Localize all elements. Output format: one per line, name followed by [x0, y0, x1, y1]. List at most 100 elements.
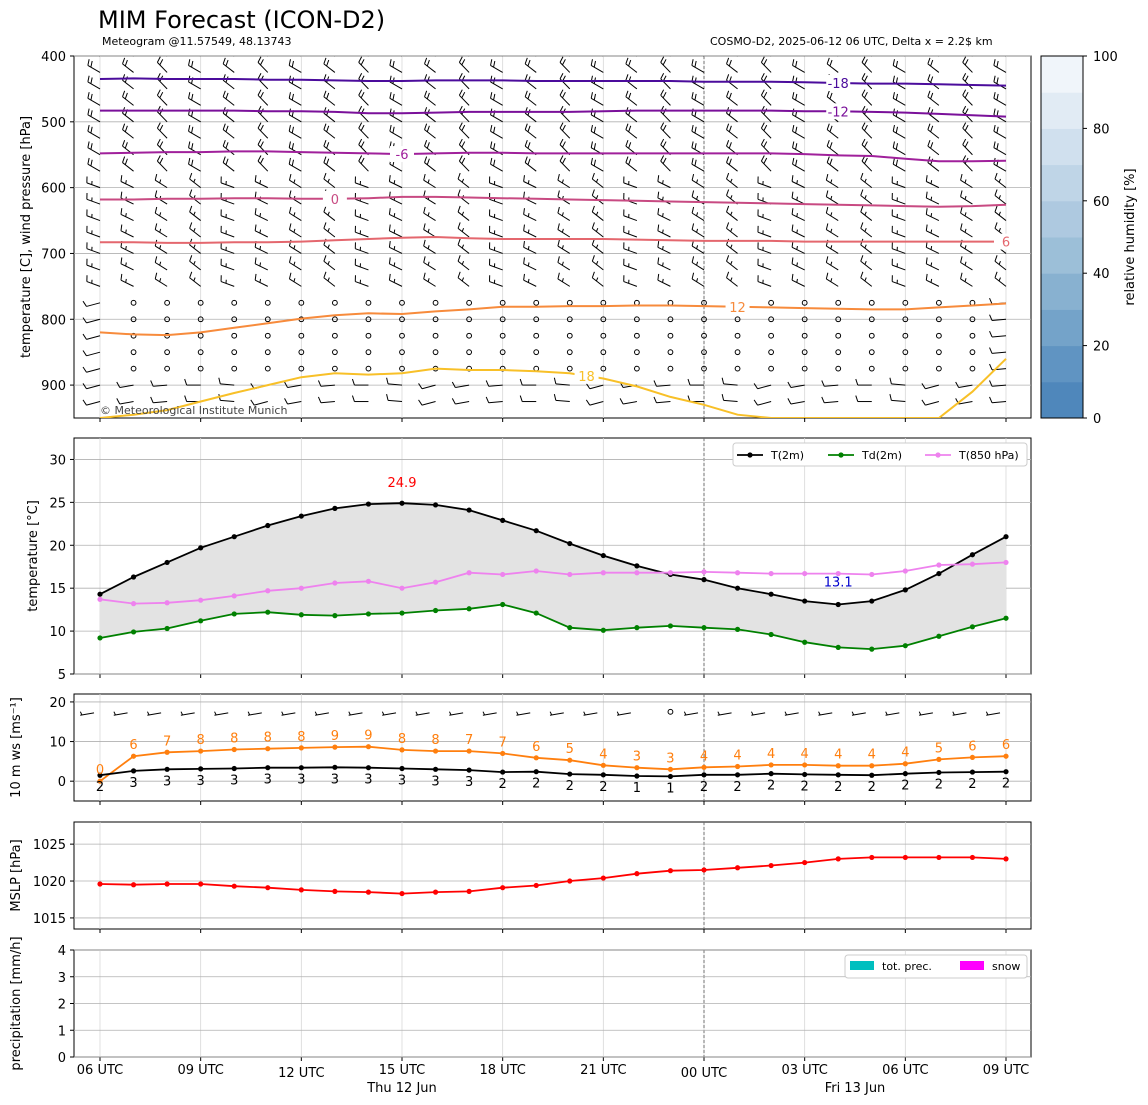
wind-barb — [657, 257, 671, 271]
barb-staff — [389, 81, 403, 90]
colorbar-swatch — [1041, 381, 1083, 419]
barb-staff — [926, 263, 940, 271]
barb-feather — [996, 60, 999, 68]
wind-barb — [351, 395, 369, 403]
data-point — [231, 534, 237, 540]
wind-barb — [122, 107, 134, 123]
wind-barb — [625, 107, 638, 123]
barb-feather — [528, 44, 530, 50]
wind-barb — [86, 242, 101, 254]
barb-staff — [625, 63, 638, 73]
barb-feather — [222, 57, 226, 65]
wind-barb — [388, 208, 403, 221]
calm-wind-circle — [499, 299, 506, 306]
barb-staff — [389, 213, 403, 221]
barb-half-feather — [730, 178, 733, 183]
barb-feather — [557, 173, 560, 181]
barb-staff — [926, 246, 940, 254]
barb-feather — [257, 56, 262, 63]
barb-half-feather — [527, 229, 530, 234]
wind-barb — [989, 314, 1007, 321]
barb-staff — [157, 62, 168, 73]
barb-feather — [829, 142, 833, 149]
colorbar-label: relative humidity [%] — [1123, 168, 1138, 305]
barb-staff — [871, 56, 872, 57]
y-tick-label: 0 — [58, 1051, 66, 1066]
wind-barb — [927, 139, 940, 156]
barb-staff — [157, 78, 168, 90]
wind-barb — [657, 208, 671, 221]
barb-feather — [361, 43, 364, 49]
wind-barb — [147, 711, 162, 716]
barb-staff — [220, 231, 235, 238]
barb-half-feather — [327, 260, 330, 265]
barb-half-feather — [616, 711, 620, 716]
x-tick-label: 21 UTC — [580, 1063, 626, 1078]
calm-wind-circle — [399, 332, 405, 339]
barb-feather — [559, 56, 564, 63]
barb-staff — [791, 279, 805, 287]
data-point — [969, 561, 976, 567]
barb-feather — [921, 383, 926, 389]
calm-wind-circle — [633, 299, 640, 306]
barb-feather — [864, 124, 868, 131]
wind-barb — [623, 242, 638, 254]
barb-feather — [159, 59, 164, 66]
barb-feather — [662, 157, 667, 164]
barb-feather — [864, 91, 868, 99]
barb-feather — [691, 272, 695, 280]
calm-wind-circle — [130, 299, 137, 306]
barb-half-feather — [259, 245, 262, 250]
barb-feather — [593, 126, 596, 134]
barb-half-feather — [696, 212, 699, 217]
data-point — [835, 601, 841, 608]
barb-staff — [993, 147, 1007, 156]
wind-barb — [489, 225, 503, 238]
wind-barb — [288, 272, 302, 287]
barb-feather — [291, 159, 294, 167]
barb-staff — [222, 112, 235, 123]
barb-staff — [154, 196, 168, 205]
barb-half-feather — [461, 178, 465, 183]
wind-barb — [386, 394, 403, 403]
barb-staff — [389, 114, 403, 123]
barb-feather — [590, 124, 593, 132]
data-point — [298, 765, 304, 771]
barb-staff — [424, 79, 436, 90]
calm-wind-circle — [902, 349, 909, 356]
barb-staff — [457, 277, 470, 287]
calm-wind-circle — [164, 349, 171, 356]
barb-feather — [124, 142, 128, 149]
barb-staff — [993, 130, 1007, 139]
wind-barb — [82, 333, 101, 340]
wind-barb — [989, 380, 1007, 387]
calm-wind-circle — [768, 299, 775, 306]
barb-staff — [257, 160, 269, 172]
wind-barb — [257, 138, 269, 156]
isotherm-line — [99, 150, 1007, 163]
barb-staff — [623, 264, 638, 271]
barb-feather — [660, 122, 665, 129]
barb-feather — [260, 59, 264, 66]
barb-feather — [358, 155, 363, 162]
wind-barb — [559, 155, 571, 172]
barb-feather — [323, 255, 327, 262]
barb-feather — [288, 157, 291, 165]
barb-half-feather — [527, 245, 530, 250]
barb-half-feather — [864, 244, 867, 249]
wind-barb — [892, 92, 906, 106]
barb-feather — [461, 157, 466, 164]
wind-barb — [557, 206, 571, 221]
barb-staff — [254, 230, 268, 238]
barb-feather — [963, 40, 966, 46]
wind-barb — [726, 172, 738, 189]
barb-feather — [562, 43, 565, 49]
calm-wind-circle — [399, 349, 405, 356]
barb-feather — [88, 43, 89, 49]
barb-staff — [222, 79, 235, 90]
wind-barb — [220, 176, 235, 189]
barb-feather — [418, 383, 423, 389]
calm-wind-circle — [298, 299, 305, 306]
barb-half-feather — [327, 228, 330, 232]
barb-feather — [993, 75, 996, 83]
